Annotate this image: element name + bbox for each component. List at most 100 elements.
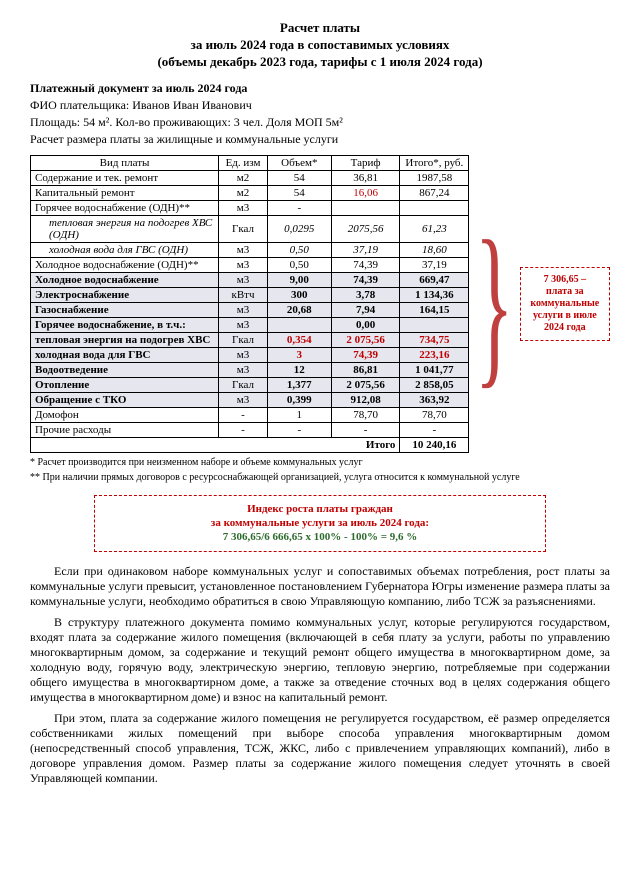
cell-sum: 1987,58 xyxy=(400,170,469,185)
cell-tariff: 36,81 xyxy=(331,170,400,185)
table-row: тепловая энергия на подогрев ХВСГкал0,35… xyxy=(31,332,469,347)
table-wrap: Вид платы Ед. изм Объем* Тариф Итого*, р… xyxy=(30,155,610,453)
cell-sum: 61,23 xyxy=(400,215,469,242)
cell-sum: 1 134,36 xyxy=(400,287,469,302)
table-row: Обращение с ТКОм30,399912,08363,92 xyxy=(31,392,469,407)
cell-sum: 669,47 xyxy=(400,272,469,287)
cell-name: Газоснабжение xyxy=(31,302,219,317)
cell-volume: 54 xyxy=(267,185,331,200)
total-value: 10 240,16 xyxy=(400,437,469,452)
cell-sum: 363,92 xyxy=(400,392,469,407)
cell-unit: м3 xyxy=(219,272,268,287)
cell-sum: 1 041,77 xyxy=(400,362,469,377)
title-l2: за июль 2024 года в сопоставимых условия… xyxy=(30,37,610,54)
cell-volume: 3 xyxy=(267,347,331,362)
cell-name: Горячее водоснабжение, в т.ч.: xyxy=(31,317,219,332)
col-volume: Объем* xyxy=(267,155,331,170)
table-row: Холодное водоснабжением39,0074,39669,47 xyxy=(31,272,469,287)
area-line: Площадь: 54 м². Кол-во проживающих: 3 че… xyxy=(30,115,610,130)
cell-tariff: 7,94 xyxy=(331,302,400,317)
cell-volume xyxy=(267,317,331,332)
payment-table: Вид платы Ед. изм Объем* Тариф Итого*, р… xyxy=(30,155,469,453)
cell-sum: 18,60 xyxy=(400,242,469,257)
table-row: Водоотведением31286,811 041,77 xyxy=(31,362,469,377)
table-row: Холодное водоснабжение (ОДН)**м30,5074,3… xyxy=(31,257,469,272)
cell-name: холодная вода для ГВС (ОДН) xyxy=(31,242,219,257)
brace-icon: } xyxy=(475,223,514,385)
cell-name: холодная вода для ГВС xyxy=(31,347,219,362)
cell-tariff: - xyxy=(331,422,400,437)
title-l3: (объемы декабрь 2023 года, тарифы с 1 ию… xyxy=(30,54,610,71)
cell-volume: 300 xyxy=(267,287,331,302)
calc-line: Расчет размера платы за жилищные и комму… xyxy=(30,132,610,147)
cell-volume: 1,377 xyxy=(267,377,331,392)
cell-unit: м3 xyxy=(219,317,268,332)
table-row: Содержание и тек. ремонтм25436,811987,58 xyxy=(31,170,469,185)
cell-volume: 0,50 xyxy=(267,242,331,257)
col-unit: Ед. изм xyxy=(219,155,268,170)
table-row: Газоснабжением320,687,94164,15 xyxy=(31,302,469,317)
cell-tariff: 2 075,56 xyxy=(331,332,400,347)
cell-unit: м3 xyxy=(219,362,268,377)
cell-tariff: 16,06 xyxy=(331,185,400,200)
side-text: плата за коммунальные услуги в июле 2024… xyxy=(527,286,603,334)
cell-name: Холодное водоснабжение (ОДН)** xyxy=(31,257,219,272)
cell-name: Содержание и тек. ремонт xyxy=(31,170,219,185)
index-formula: 7 306,65/6 666,65 х 100% - 100% = 9,6 % xyxy=(105,530,535,544)
index-l1: Индекс роста платы граждан xyxy=(105,502,535,516)
title-l1: Расчет платы xyxy=(30,20,610,37)
cell-unit: м3 xyxy=(219,242,268,257)
cell-sum xyxy=(400,317,469,332)
cell-name: тепловая энергия на подогрев ХВС (ОДН) xyxy=(31,215,219,242)
doc-header: Платежный документ за июль 2024 года xyxy=(30,81,610,96)
col-name: Вид платы xyxy=(31,155,219,170)
cell-volume: 1 xyxy=(267,407,331,422)
cell-volume: 20,68 xyxy=(267,302,331,317)
index-l2: за коммунальные услуги за июль 2024 года… xyxy=(105,516,535,530)
cell-tariff: 74,39 xyxy=(331,257,400,272)
cell-unit: Гкал xyxy=(219,332,268,347)
cell-name: Горячее водоснабжение (ОДН)** xyxy=(31,200,219,215)
footnote-1: * Расчет производится при неизменном наб… xyxy=(30,457,610,468)
col-total: Итого*, руб. xyxy=(400,155,469,170)
cell-tariff: 2075,56 xyxy=(331,215,400,242)
cell-volume: 54 xyxy=(267,170,331,185)
cell-tariff: 74,39 xyxy=(331,347,400,362)
cell-sum: 78,70 xyxy=(400,407,469,422)
table-row: Горячее водоснабжение (ОДН)**м3- xyxy=(31,200,469,215)
cell-name: Электроснабжение xyxy=(31,287,219,302)
cell-tariff: 0,00 xyxy=(331,317,400,332)
cell-tariff xyxy=(331,200,400,215)
total-label: Итого xyxy=(31,437,400,452)
cell-unit: кВтч xyxy=(219,287,268,302)
col-tariff: Тариф xyxy=(331,155,400,170)
cell-unit: Гкал xyxy=(219,377,268,392)
table-row: холодная вода для ГВСм3374,39223,16 xyxy=(31,347,469,362)
cell-sum: 223,16 xyxy=(400,347,469,362)
cell-unit: м2 xyxy=(219,170,268,185)
cell-tariff: 78,70 xyxy=(331,407,400,422)
cell-volume: 0,0295 xyxy=(267,215,331,242)
table-row: тепловая энергия на подогрев ХВС (ОДН)Гк… xyxy=(31,215,469,242)
cell-tariff: 74,39 xyxy=(331,272,400,287)
cell-sum: 867,24 xyxy=(400,185,469,200)
cell-tariff: 2 075,56 xyxy=(331,377,400,392)
cell-volume: 9,00 xyxy=(267,272,331,287)
doc-title: Расчет платы за июль 2024 года в сопоста… xyxy=(30,20,610,71)
cell-unit: - xyxy=(219,407,268,422)
cell-sum: 164,15 xyxy=(400,302,469,317)
table-row: Домофон-178,7078,70 xyxy=(31,407,469,422)
table-row: ЭлектроснабжениекВтч3003,781 134,36 xyxy=(31,287,469,302)
table-row: холодная вода для ГВС (ОДН)м30,5037,1918… xyxy=(31,242,469,257)
cell-name: Домофон xyxy=(31,407,219,422)
cell-name: Прочие расходы xyxy=(31,422,219,437)
cell-sum: 2 858,05 xyxy=(400,377,469,392)
cell-unit: Гкал xyxy=(219,215,268,242)
side-sum: 7 306,65 – xyxy=(527,274,603,286)
cell-unit: м3 xyxy=(219,302,268,317)
table-row: ОтоплениеГкал1,3772 075,562 858,05 xyxy=(31,377,469,392)
index-box: Индекс роста платы граждан за коммунальн… xyxy=(94,495,546,552)
cell-name: Водоотведение xyxy=(31,362,219,377)
cell-sum: - xyxy=(400,422,469,437)
cell-volume: 0,399 xyxy=(267,392,331,407)
